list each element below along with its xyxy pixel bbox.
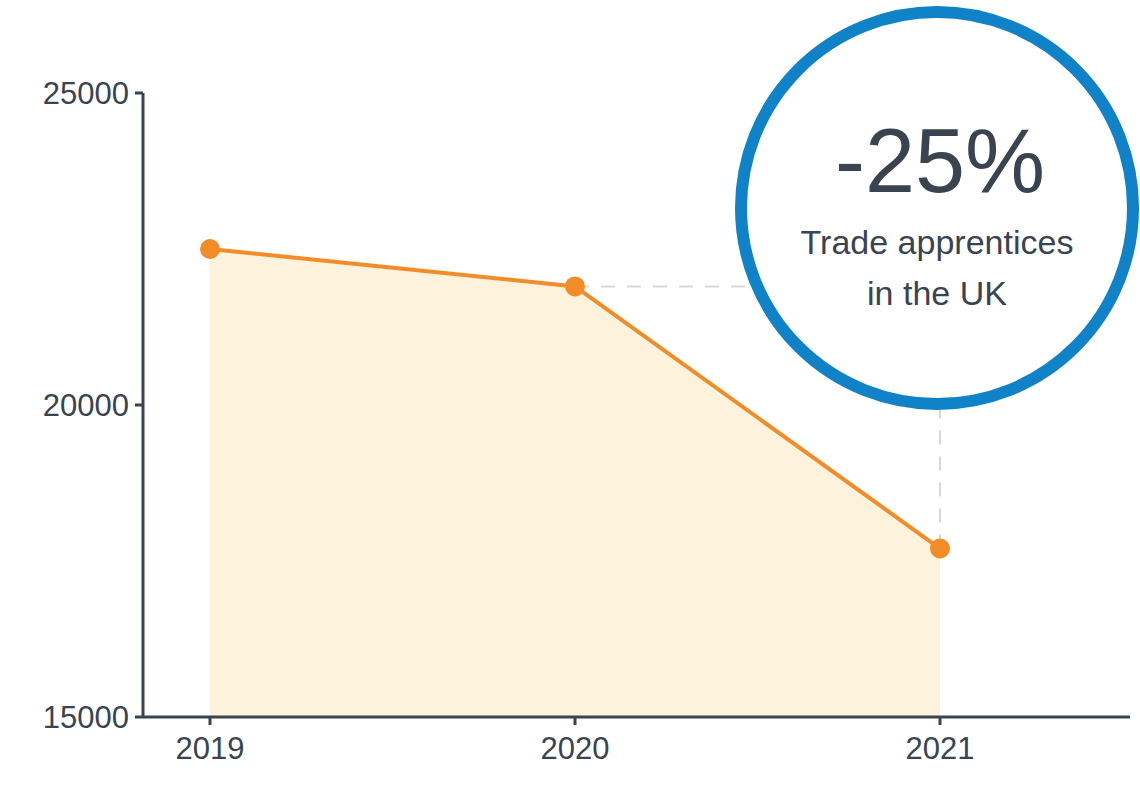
svg-text:15000: 15000 — [43, 700, 129, 735]
svg-text:20000: 20000 — [43, 388, 129, 423]
svg-text:-25%: -25% — [835, 111, 1045, 211]
svg-text:Trade apprentices: Trade apprentices — [801, 223, 1074, 261]
svg-text:in the UK: in the UK — [867, 274, 1007, 312]
svg-text:2019: 2019 — [176, 731, 245, 766]
svg-text:2021: 2021 — [906, 731, 975, 766]
svg-text:2020: 2020 — [541, 731, 610, 766]
svg-text:25000: 25000 — [43, 76, 129, 111]
